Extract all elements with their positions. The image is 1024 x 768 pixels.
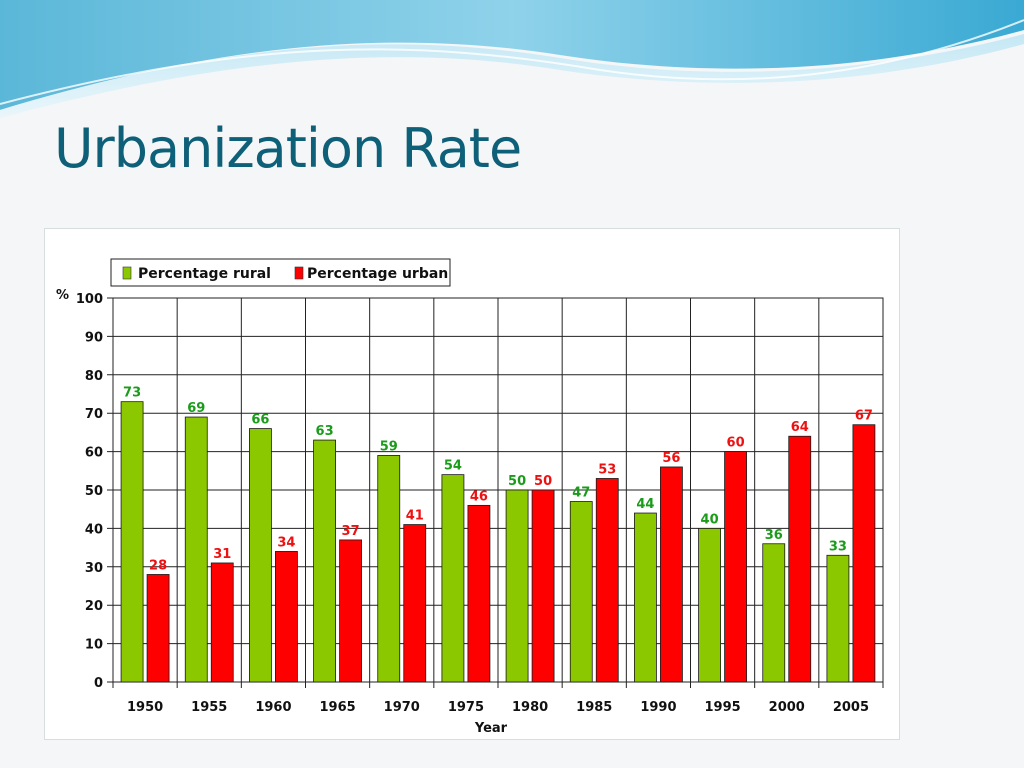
bar-urban — [339, 539, 362, 683]
bar-rural — [826, 554, 850, 683]
y-tick-label: 40 — [85, 522, 103, 537]
bar-urban — [210, 562, 234, 683]
x-tick-label: 1950 — [127, 700, 163, 715]
bar-rural — [313, 439, 336, 683]
bar-rural — [698, 527, 721, 683]
data-label-rural: 63 — [316, 424, 334, 439]
x-tick-label: 1990 — [640, 700, 676, 715]
y-tick-label: 60 — [85, 446, 103, 461]
grid — [107, 297, 884, 688]
bar-urban — [660, 466, 683, 683]
bar-urban — [146, 574, 170, 683]
data-label-urban: 37 — [342, 524, 360, 539]
data-label-rural: 69 — [187, 401, 205, 416]
x-tick-label: 1980 — [512, 700, 548, 715]
data-label-urban: 34 — [277, 535, 295, 550]
x-tick-label: 1985 — [576, 700, 612, 715]
y-tick-label: 10 — [85, 638, 103, 653]
slide-title: Urbanization Rate — [54, 117, 522, 180]
bar-urban — [467, 504, 491, 683]
bar-urban — [852, 424, 876, 683]
x-tick-label: 1975 — [448, 700, 484, 715]
bar-urban — [724, 451, 747, 683]
data-label-rural: 59 — [380, 439, 398, 454]
bar-urban — [403, 524, 427, 683]
data-label-rural: 50 — [508, 474, 526, 489]
x-tick-label: 1965 — [319, 700, 355, 715]
y-tick-label: 20 — [85, 599, 103, 614]
data-label-rural: 44 — [636, 497, 654, 512]
y-tick-label: 30 — [85, 561, 103, 576]
y-axis-label: % — [56, 288, 69, 303]
data-label-rural: 73 — [123, 386, 141, 401]
bar-rural — [505, 489, 529, 683]
bar-rural — [377, 455, 401, 683]
bar-rural — [249, 428, 272, 683]
data-labels: 73 28 69 31 66 34 63 37 59 41 54 46 50 50 47 53 44 56 40 60… — [123, 386, 873, 574]
x-tick-label: 1970 — [384, 700, 420, 715]
data-label-urban: 56 — [662, 451, 680, 466]
y-tick-label: 70 — [85, 407, 103, 422]
legend-box — [110, 258, 451, 287]
bar-urban — [788, 435, 812, 683]
data-label-rural: 66 — [251, 413, 269, 428]
bar-urban — [595, 478, 619, 683]
data-label-rural: 47 — [572, 486, 590, 501]
bar-rural — [441, 474, 465, 683]
bars — [120, 401, 876, 683]
x-tick-label: 2000 — [769, 700, 805, 715]
axes: 0 10 20 30 40 50 60 70 80 90 100 1950 1955 1960 1965 19… — [76, 292, 869, 715]
legend-label-urban: Percentage urban — [307, 266, 448, 282]
header-wave-line — [0, 19, 1024, 105]
data-label-urban: 53 — [598, 462, 616, 477]
legend: Percentage rural Percentage urban — [110, 258, 451, 287]
data-label-urban: 64 — [791, 420, 809, 435]
data-label-rural: 33 — [829, 539, 847, 554]
bar-rural — [569, 501, 593, 683]
bar-rural — [634, 512, 657, 683]
x-tick-label: 2005 — [833, 700, 869, 715]
bar-urban — [275, 551, 298, 683]
data-label-urban: 67 — [855, 409, 873, 424]
data-label-urban: 31 — [213, 547, 231, 562]
bar-rural — [120, 401, 144, 683]
y-tick-label: 50 — [85, 484, 103, 499]
data-label-urban: 60 — [727, 436, 745, 451]
x-tick-label: 1955 — [191, 700, 227, 715]
data-label-urban: 50 — [534, 474, 552, 489]
chart-panel: 73 28 69 31 66 34 63 37 59 41 54 46 50 50 47 53 44 56 40 60… — [44, 228, 900, 740]
y-tick-label: 80 — [85, 369, 103, 384]
bar-rural — [762, 543, 786, 683]
bar-urban — [531, 489, 555, 683]
data-label-rural: 36 — [765, 528, 783, 543]
x-tick-label: 1995 — [704, 700, 740, 715]
header-wave — [0, 0, 1024, 110]
x-axis-label: Year — [474, 721, 508, 736]
y-tick-label: 0 — [94, 676, 103, 691]
data-label-rural: 54 — [444, 459, 462, 474]
data-label-urban: 28 — [149, 558, 167, 573]
data-label-urban: 46 — [470, 489, 488, 504]
legend-label-rural: Percentage rural — [138, 266, 271, 282]
legend-swatch-urban — [294, 266, 304, 280]
y-tick-label: 100 — [76, 292, 103, 307]
data-label-urban: 41 — [406, 509, 424, 524]
data-label-rural: 40 — [701, 512, 719, 527]
x-tick-label: 1960 — [255, 700, 291, 715]
bar-chart: 73 28 69 31 66 34 63 37 59 41 54 46 50 50 47 53 44 56 40 60… — [56, 258, 884, 736]
bar-rural — [184, 416, 208, 683]
y-tick-label: 90 — [85, 330, 103, 345]
legend-swatch-rural — [122, 266, 132, 280]
